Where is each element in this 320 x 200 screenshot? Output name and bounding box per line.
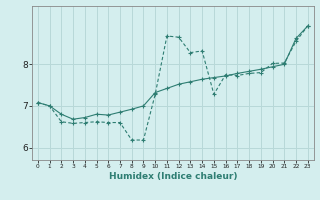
- X-axis label: Humidex (Indice chaleur): Humidex (Indice chaleur): [108, 172, 237, 181]
